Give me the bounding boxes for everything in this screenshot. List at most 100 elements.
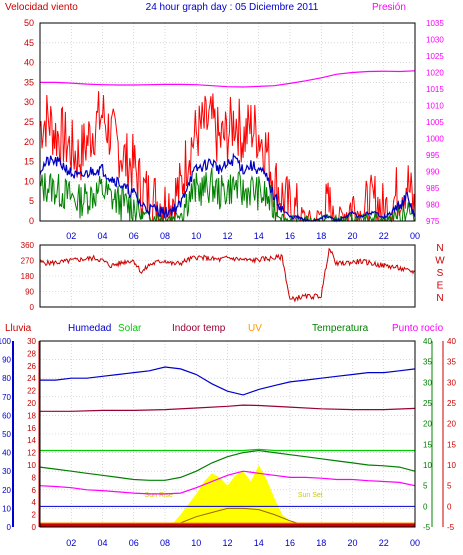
wind-x-tick-label: 04 [97, 231, 107, 241]
direction-tick-label: 270 [21, 257, 35, 266]
compass-letter: N [436, 243, 443, 254]
wind-tick-label: 10 [24, 176, 34, 186]
temp-tick-label: -5 [423, 523, 431, 532]
wind-tick-label: 30 [24, 97, 34, 107]
humidity-tick-label: 40 [2, 449, 11, 458]
wind-frame [39, 22, 416, 222]
dew-tick-label: 20 [447, 420, 456, 429]
wind-tick-label: 45 [24, 38, 34, 48]
lower-x-tick-label: 14 [254, 538, 264, 548]
lower-frame [39, 340, 416, 528]
humidity-line [40, 366, 416, 396]
pressure-tick-label: 995 [426, 151, 440, 160]
dew-tick-label: 15 [447, 440, 456, 449]
rain-tick-label: 8 [32, 473, 37, 482]
lower-x-tick-label: 08 [160, 538, 170, 548]
rain-tick-label: 12 [27, 449, 36, 458]
direction-tick-label: 180 [21, 272, 35, 281]
chart-title: 24 hour graph day : 05 Diciembre 2011 [146, 2, 319, 13]
pressure-tick-label: 1020 [426, 69, 444, 78]
legend-label-6: Punto rocío [392, 323, 444, 334]
wind-axis-title: Velocidad viento [5, 2, 78, 13]
wind-x-tick-label: 08 [160, 231, 170, 241]
rain-tick-label: 24 [27, 374, 36, 383]
rain-tick-label: 28 [27, 349, 36, 358]
dew-tick-label: -5 [447, 523, 455, 532]
temp-tick-label: 0 [423, 502, 428, 511]
temp-tick-label: 40 [423, 337, 432, 346]
pressure-tick-label: 1035 [426, 19, 444, 28]
lower-x-tick-label: 06 [129, 538, 139, 548]
rain-tick-label: 10 [27, 461, 36, 470]
solar-line [40, 448, 415, 452]
humidity-tick-label: 80 [2, 374, 11, 383]
humidity-tick-label: 100 [0, 337, 12, 346]
rain-tick-label: 26 [27, 362, 36, 371]
legend-label-5: Temperatura [312, 323, 369, 334]
humidity-tick-label: 50 [2, 430, 11, 439]
rain-tick-label: 6 [32, 486, 37, 495]
wind-tick-label: 25 [24, 117, 34, 127]
temp-tick-label: 20 [423, 420, 432, 429]
pressure-tick-label: 1005 [426, 118, 444, 127]
solar-area [169, 465, 311, 527]
temperature-line [39, 449, 416, 481]
dewpoint-line [39, 470, 416, 495]
dew-tick-label: 35 [447, 358, 456, 367]
temp-tick-label: 25 [423, 399, 432, 408]
wind-x-tick-label: 12 [222, 231, 232, 241]
wind-avg-line [39, 152, 416, 223]
lower-x-tick-label: 04 [97, 538, 107, 548]
rain-tick-label: 2 [32, 511, 37, 520]
pressure-tick-label: 975 [426, 217, 440, 226]
rain-tick-label: 22 [27, 387, 36, 396]
legend-label-3: Indoor temp [172, 323, 226, 334]
pressure-line [40, 70, 416, 88]
wind-x-tick-label: 16 [285, 231, 295, 241]
wind-x-tick-label: 00 [410, 231, 420, 241]
direction-tick-label: 90 [25, 288, 34, 297]
wind-x-tick-label: 02 [66, 231, 76, 241]
rain-tick-label: 30 [27, 337, 36, 346]
compass-letter: E [437, 281, 444, 292]
rain-tick-label: 4 [32, 498, 37, 507]
legend-label-2: Solar [118, 323, 142, 334]
humidity-tick-label: 20 [2, 486, 11, 495]
pressure-tick-label: 985 [426, 184, 440, 193]
lower-x-tick-label: 18 [316, 538, 326, 548]
wind-tick-label: 35 [24, 77, 34, 87]
legend-label-1: Humedad [68, 323, 111, 334]
humidity-tick-label: 60 [2, 411, 11, 420]
dew-tick-label: 30 [447, 378, 456, 387]
wind-x-tick-label: 20 [347, 231, 357, 241]
dew-tick-label: 40 [447, 337, 456, 346]
direction-frame [39, 244, 416, 308]
pressure-tick-label: 1030 [426, 36, 444, 45]
pressure-axis-title: Presión [372, 2, 406, 13]
wind-tick-label: 20 [24, 137, 34, 147]
wind-tick-label: 5 [29, 196, 34, 206]
legend-label-4: UV [248, 323, 262, 334]
humidity-tick-label: 90 [2, 356, 11, 365]
wind-x-tick-label: 06 [129, 231, 139, 241]
lower-x-tick-label: 22 [379, 538, 389, 548]
lower-x-tick-label: 16 [285, 538, 295, 548]
pressure-tick-label: 1025 [426, 52, 444, 61]
rain-tick-label: 20 [27, 399, 36, 408]
humidity-tick-label: 70 [2, 393, 11, 402]
compass-letter: N [436, 293, 443, 304]
direction-tick-label: 360 [21, 241, 35, 250]
humidity-tick-label: 30 [2, 467, 11, 476]
dew-tick-label: 10 [447, 461, 456, 470]
lower-x-tick-label: 12 [222, 538, 232, 548]
pressure-tick-label: 1010 [426, 102, 444, 111]
wind-tick-label: 15 [24, 157, 34, 167]
dew-tick-label: 25 [447, 399, 456, 408]
wind-x-tick-label: 10 [191, 231, 201, 241]
pressure-tick-label: 1000 [426, 135, 444, 144]
lower-x-tick-label: 10 [191, 538, 201, 548]
temp-tick-label: 5 [423, 482, 428, 491]
wind-x-tick-label: 14 [254, 231, 264, 241]
